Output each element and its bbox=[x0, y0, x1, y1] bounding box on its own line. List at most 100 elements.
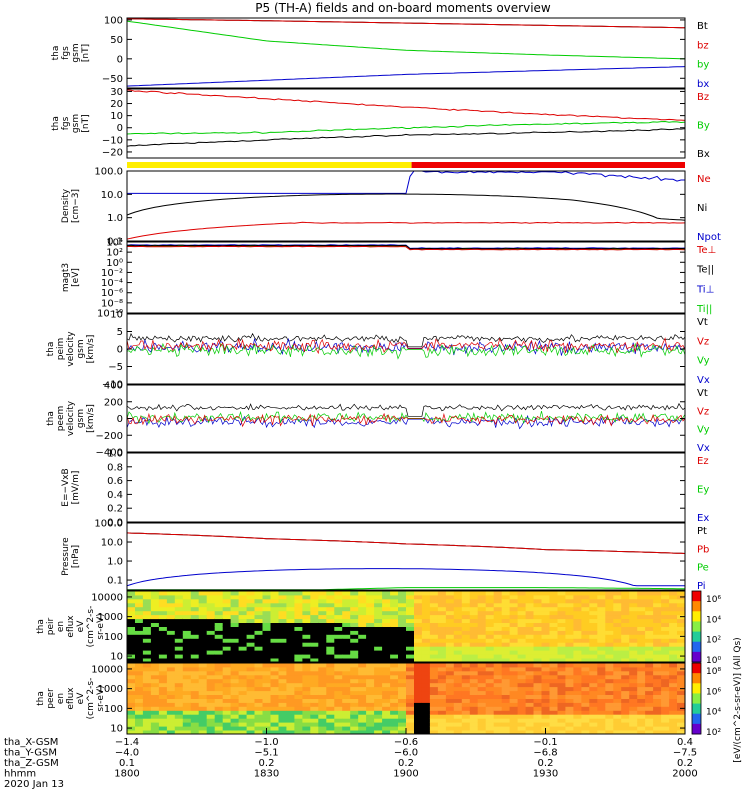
spectrogram-cell bbox=[262, 646, 271, 651]
spectrogram-cell bbox=[414, 594, 423, 600]
spectrogram-cell bbox=[286, 714, 295, 719]
spectrogram-cell bbox=[310, 670, 319, 676]
spectrogram-cell bbox=[230, 602, 240, 608]
spectrogram-cell bbox=[302, 670, 311, 676]
spectrogram-cell bbox=[230, 670, 240, 676]
spectrogram-cell bbox=[174, 698, 184, 703]
spectrogram-cell bbox=[621, 598, 630, 604]
spectrogram-cell bbox=[254, 714, 263, 719]
spectrogram-cell bbox=[182, 678, 192, 684]
spectrogram-cell bbox=[637, 591, 646, 596]
spectrogram-cell bbox=[398, 654, 407, 659]
spectrogram-cell bbox=[493, 722, 503, 727]
spectrogram-cell bbox=[645, 650, 654, 655]
spectrogram-cell bbox=[597, 626, 606, 631]
y-label-line: (cm^2-s- bbox=[86, 678, 96, 720]
spectrogram-cell bbox=[302, 678, 311, 684]
spectrogram-cell bbox=[485, 670, 495, 676]
spectrogram-cell bbox=[310, 614, 319, 620]
spectrogram-cell bbox=[429, 638, 439, 643]
spectrogram-cell bbox=[445, 654, 455, 659]
spectrogram-cell bbox=[310, 634, 319, 639]
spectrogram-cell bbox=[525, 630, 535, 635]
spectrogram-cell bbox=[565, 714, 574, 719]
spectrogram-cell bbox=[270, 646, 279, 651]
spectrogram-cell bbox=[509, 642, 519, 647]
spectrogram-cell bbox=[414, 658, 423, 663]
spectrogram-cell bbox=[565, 626, 574, 631]
spectrogram-cell bbox=[262, 634, 271, 639]
spectrogram-cell bbox=[166, 646, 176, 651]
spectrogram-cell bbox=[182, 726, 192, 731]
plot-area-efield bbox=[127, 453, 685, 522]
spectrogram-cell bbox=[597, 686, 606, 692]
spectrogram-cell bbox=[286, 626, 295, 631]
spectrogram-cell bbox=[214, 678, 224, 684]
y-tick-label: 10⁴ bbox=[106, 238, 123, 249]
spectrogram-cell bbox=[366, 634, 375, 639]
spectrogram-cell bbox=[238, 630, 248, 635]
spectrogram-cell bbox=[621, 678, 630, 684]
spectrogram-cell bbox=[382, 682, 391, 688]
spectrogram-cell bbox=[214, 702, 224, 707]
spectrogram-cell bbox=[310, 638, 319, 643]
spectrogram-cell bbox=[206, 666, 216, 672]
spectrogram-cell bbox=[581, 622, 590, 627]
spectrogram-cell bbox=[621, 666, 630, 672]
spectrogram-cell bbox=[677, 730, 686, 735]
spectrogram-cell bbox=[190, 610, 200, 616]
spectrogram-cell bbox=[453, 598, 463, 604]
spectrogram-cell bbox=[286, 658, 295, 663]
spectrogram-cell bbox=[246, 690, 256, 695]
spectrogram-cell bbox=[637, 714, 646, 719]
spectrogram-cell bbox=[150, 634, 160, 639]
spectrogram-cell bbox=[158, 626, 168, 631]
spectrogram-cell bbox=[142, 678, 152, 684]
spectrogram-cell bbox=[318, 646, 327, 651]
spectrogram-cell bbox=[541, 706, 550, 711]
spectrogram-cell bbox=[182, 663, 192, 668]
spectrogram-cell bbox=[398, 634, 407, 639]
spectrogram-cell bbox=[637, 646, 646, 651]
spectrogram-cell bbox=[509, 658, 519, 663]
spectrogram-cell bbox=[589, 666, 598, 672]
legend-vy: Vy bbox=[697, 356, 710, 367]
spectrogram-cell bbox=[493, 606, 503, 612]
y-tick-label: 10⁻² bbox=[101, 268, 123, 279]
spectrogram-cell bbox=[350, 718, 359, 723]
spectrogram-cell bbox=[461, 634, 471, 639]
colorbar-segment bbox=[692, 683, 701, 694]
spectrogram-cell bbox=[469, 686, 479, 692]
spectrogram-cell bbox=[326, 666, 335, 672]
spectrogram-cell bbox=[158, 606, 168, 612]
spectrogram-cell bbox=[541, 602, 550, 608]
spectrogram-cell bbox=[262, 682, 271, 688]
spectrogram-cell bbox=[198, 726, 208, 731]
spectrogram-cell bbox=[645, 698, 654, 703]
spectrogram-cell bbox=[501, 690, 511, 695]
spectrogram-cell bbox=[302, 630, 311, 635]
y-label-line: tha bbox=[36, 619, 46, 634]
spectrogram-cell bbox=[342, 650, 351, 655]
spectrogram-cell bbox=[613, 663, 622, 668]
spectrogram-cell bbox=[222, 646, 232, 651]
spectrogram-cell bbox=[390, 650, 399, 655]
spectrogram-cell bbox=[573, 710, 582, 715]
spectrogram-cell bbox=[366, 630, 375, 635]
spectrogram-cell bbox=[669, 654, 678, 659]
spectrogram-cell bbox=[517, 630, 527, 635]
spectrogram-cell bbox=[533, 638, 542, 643]
spectrogram-cell bbox=[198, 663, 208, 668]
spectrogram-cell bbox=[294, 602, 303, 608]
spectrogram-cell bbox=[589, 714, 598, 719]
spectrogram-cell bbox=[453, 602, 463, 608]
spectrogram-cell bbox=[429, 594, 439, 600]
spectrogram-cell bbox=[549, 698, 558, 703]
spectrogram-cell bbox=[549, 626, 558, 631]
spectrogram-cell bbox=[254, 718, 263, 723]
spectrogram-cell bbox=[589, 722, 598, 727]
spectrogram-cell bbox=[286, 602, 295, 608]
spectrogram-cell bbox=[557, 682, 566, 688]
y-label-line: tha bbox=[46, 342, 56, 357]
spectrogram-cell bbox=[198, 654, 208, 659]
